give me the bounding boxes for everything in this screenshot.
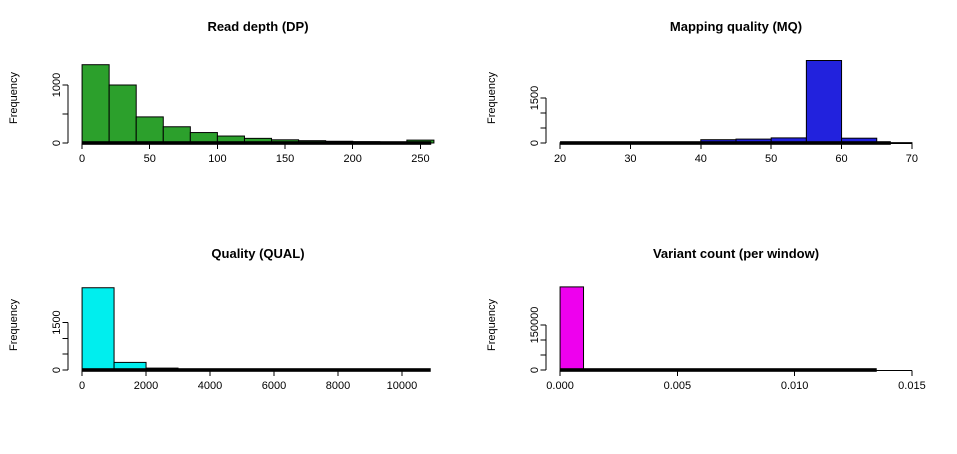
svg-text:4000: 4000 [198,380,222,392]
svg-text:200: 200 [344,153,362,165]
svg-text:0: 0 [79,380,85,392]
svg-text:0: 0 [79,153,85,165]
variant-count-histogram: 0.000 0.005 0.010 0.015 0 150000 [529,286,926,392]
svg-text:0.015: 0.015 [898,380,926,392]
svg-text:8000: 8000 [326,380,350,392]
chart-title-read-depth: Read depth (DP) [207,19,309,34]
svg-text:0.000: 0.000 [546,380,574,392]
svg-text:0: 0 [529,367,541,373]
svg-text:30: 30 [624,153,636,165]
svg-text:1000: 1000 [51,73,63,97]
quality-histogram: 0 2000 4000 6000 8000 10000 0 1500 [51,287,431,392]
svg-text:50: 50 [765,153,777,165]
svg-text:150000: 150000 [529,307,541,344]
panel-variant-count: 0.000 0.005 0.010 0.015 0 150000 Variant coun… [478,227,957,454]
svg-text:10000: 10000 [387,380,418,392]
svg-text:50: 50 [144,153,156,165]
panel-mapping-quality: 20 30 40 50 60 70 0 1500 Mapping quality (MQ) F… [478,0,957,227]
svg-text:60: 60 [835,153,847,165]
svg-text:0: 0 [529,140,541,146]
y-axis-label-read-depth: Frequency [8,72,20,124]
svg-text:0.005: 0.005 [664,380,692,392]
y-axis-label-variant-count: Frequency [486,299,498,351]
svg-text:1500: 1500 [51,310,63,334]
chart-title-quality: Quality (QUAL) [211,246,305,261]
svg-text:1500: 1500 [529,86,541,110]
svg-text:20: 20 [554,153,566,165]
chart-title-mapping-quality: Mapping quality (MQ) [669,19,803,34]
svg-text:2000: 2000 [134,380,158,392]
svg-text:250: 250 [411,153,429,165]
svg-text:150: 150 [276,153,294,165]
read-depth-histogram: 0 50 100 150 200 250 0 1000 [51,64,435,165]
svg-text:40: 40 [695,153,707,165]
svg-text:6000: 6000 [262,380,286,392]
y-axis-label-mapping-quality: Frequency [486,72,498,124]
chart-title-variant-count: Variant count (per window) [652,246,820,261]
mapping-quality-histogram: 20 30 40 50 60 70 0 1500 [529,60,918,165]
svg-text:70: 70 [906,153,918,165]
y-axis-label-quality: Frequency [8,299,20,351]
svg-text:0: 0 [51,367,63,373]
panel-quality: 0 2000 4000 6000 8000 10000 0 1500 Quality (QUA… [0,227,478,454]
svg-text:0.010: 0.010 [781,380,809,392]
svg-text:0: 0 [51,140,63,146]
panel-read-depth: 0 50 100 150 200 250 0 1000 Read depth (DP) Fre… [0,0,478,227]
svg-text:100: 100 [208,153,226,165]
